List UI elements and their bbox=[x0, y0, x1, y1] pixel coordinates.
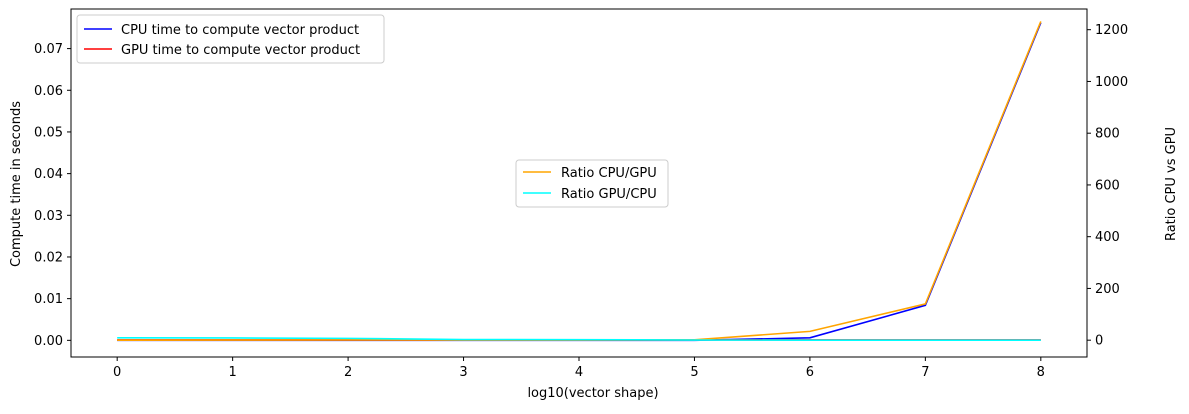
y-left-tick-label: 0.02 bbox=[34, 250, 63, 265]
y-axis-right-label: Ratio CPU vs GPU bbox=[1164, 127, 1179, 241]
y-left-tick-label: 0.07 bbox=[34, 42, 63, 57]
y-right-tick-label: 400 bbox=[1095, 230, 1120, 245]
y-left-tick-label: 0.04 bbox=[34, 167, 63, 182]
legend-right: Ratio CPU/GPU Ratio GPU/CPU bbox=[515, 159, 669, 208]
legend-label-ratio-gpu-cpu: Ratio GPU/CPU bbox=[561, 187, 657, 202]
legend-label-cpu-time: CPU time to compute vector product bbox=[121, 23, 359, 38]
y-left-tick-label: 0.05 bbox=[34, 125, 63, 140]
y-right-tick-label: 800 bbox=[1095, 127, 1120, 142]
ticks: 0 1 2 3 4 5 6 7 8 0.00 0.01 0.02 0.03 0.04 0.05 0.06 0.0… bbox=[34, 23, 1128, 380]
x-tick-label: 8 bbox=[1037, 365, 1045, 380]
x-tick-label: 1 bbox=[228, 365, 236, 380]
y-right-tick-label: 200 bbox=[1095, 282, 1120, 297]
legend-label-gpu-time: GPU time to compute vector product bbox=[121, 43, 360, 58]
y-left-tick-label: 0.03 bbox=[34, 209, 63, 224]
legend-left: CPU time to compute vector product GPU t… bbox=[76, 14, 385, 64]
x-tick-label: 3 bbox=[459, 365, 467, 380]
series-lines bbox=[117, 21, 1042, 342]
y-left-tick-label: 0.00 bbox=[34, 334, 63, 349]
y-right-tick-label: 1000 bbox=[1095, 75, 1128, 90]
x-tick-label: 5 bbox=[690, 365, 698, 380]
legend-right-frame bbox=[515, 159, 669, 208]
x-tick-label: 7 bbox=[921, 365, 929, 380]
y-axis-left-label: Compute time in seconds bbox=[9, 101, 24, 267]
y-right-tick-label: 1200 bbox=[1095, 23, 1128, 38]
x-tick-label: 2 bbox=[344, 365, 352, 380]
x-tick-label: 0 bbox=[113, 365, 121, 380]
y-left-tick-label: 0.01 bbox=[34, 292, 63, 307]
x-axis-label: log10(vector shape) bbox=[527, 386, 658, 401]
x-tick-label: 4 bbox=[575, 365, 583, 380]
y-right-tick-label: 0 bbox=[1095, 334, 1103, 349]
x-tick-label: 6 bbox=[806, 365, 814, 380]
y-right-tick-label: 600 bbox=[1095, 178, 1120, 193]
legend-label-ratio-cpu-gpu: Ratio CPU/GPU bbox=[561, 166, 657, 181]
series-line-right-1 bbox=[117, 337, 1041, 341]
y-left-tick-label: 0.06 bbox=[34, 84, 63, 99]
legend-left-frame bbox=[76, 14, 385, 64]
